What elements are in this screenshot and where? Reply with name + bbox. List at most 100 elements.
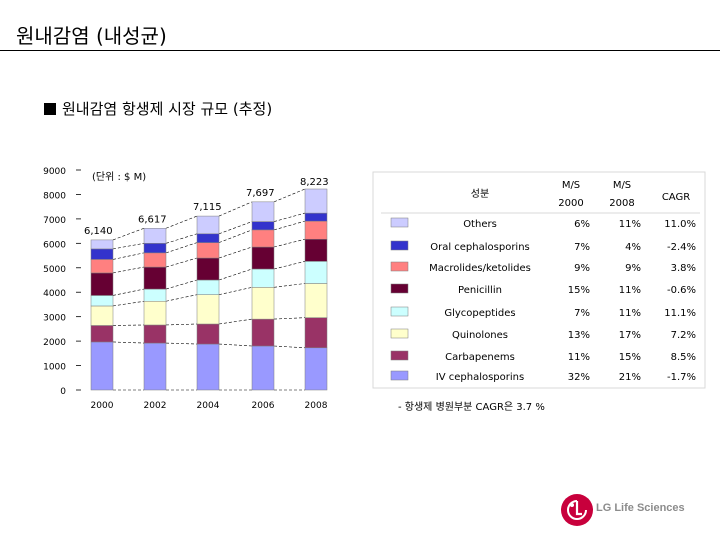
bar-group-2002 (143, 228, 167, 391)
row-ms-2008: 11% (619, 308, 641, 319)
row-ms-2008: 15% (619, 352, 641, 363)
dashed-connector (165, 215, 198, 229)
header-line: M/S (562, 180, 580, 191)
legend-swatch (390, 240, 409, 251)
header-line: 2000 (558, 198, 583, 209)
table-row: Macrolides/ketolides 9% 9% 3.8% (390, 261, 696, 274)
row-name: Others (463, 219, 497, 230)
row-cagr: 8.5% (671, 352, 696, 363)
legend-swatch (390, 261, 409, 272)
x-tick-label: 2006 (252, 401, 275, 411)
total-labels: 6,140 6,617 7,115 7,697 8,223 (84, 177, 329, 237)
row-cagr: 7.2% (671, 330, 696, 341)
row-ms-2000: 32% (568, 372, 590, 383)
dashed-connector (112, 300, 145, 307)
legend-swatch (390, 328, 409, 339)
table-row: Carbapenems 11% 15% 8.5% (390, 350, 696, 363)
x-tick-label: 2002 (144, 401, 167, 411)
bar-segment (90, 239, 114, 250)
dashed-connector (112, 252, 145, 260)
row-ms-2008: 11% (619, 285, 641, 296)
y-tick-label: 2000 (43, 338, 66, 348)
x-tick-label: 2004 (197, 401, 220, 411)
row-cagr: -2.4% (667, 242, 696, 253)
dashed-connector (165, 279, 198, 290)
lg-logo-icon (561, 494, 593, 526)
dashed-connector (273, 261, 306, 270)
table-row: IV cephalosporins 32% 21% -1.7% (390, 370, 696, 383)
dashed-connector (218, 287, 253, 295)
legend-swatch (390, 370, 409, 381)
bar-group-2000 (90, 239, 114, 391)
unit-label: (단위 : $ M) (92, 170, 146, 183)
stacked-bar-chart: 0 1000 2000 3000 4000 5000 6000 7000 8000 9000 6,… (43, 167, 329, 411)
x-tick-label: 2008 (305, 401, 328, 411)
table-row: Oral cephalosporins 7% 4% -2.4% (390, 240, 696, 253)
total-label: 6,140 (84, 226, 113, 237)
dashed-connector (165, 257, 198, 268)
row-ms-2008: 21% (619, 372, 641, 383)
total-label: 8,223 (300, 177, 329, 188)
table-row: Others 6% 11% 11.0% (390, 217, 696, 230)
row-ms-2000: 7% (574, 242, 590, 253)
row-cagr: -0.6% (667, 285, 696, 296)
table-rows: Others 6% 11% 11.0% Oral cephalosporins 7% 4% -… (390, 217, 696, 383)
dashed-connector (273, 212, 306, 222)
y-tick-label: 7000 (43, 216, 66, 226)
legend-swatch (390, 350, 409, 361)
row-ms-2000: 6% (574, 219, 590, 230)
dashed-connector (165, 294, 198, 302)
dashed-connector (273, 283, 306, 288)
row-name: IV cephalosporins (436, 372, 524, 383)
total-label: 6,617 (138, 214, 167, 225)
table-border (372, 171, 706, 389)
bar-group-2008 (304, 188, 328, 391)
dashed-connector (218, 246, 253, 259)
dashed-connector (112, 227, 145, 241)
bar-segment (304, 188, 328, 214)
dashed-connector (273, 188, 306, 203)
bars (90, 188, 328, 391)
lg-logo: LG Life Sciences (560, 490, 710, 530)
bar-group-2006 (251, 201, 275, 391)
footnote: - 항생제 병원부분 CAGR은 3.7 % (398, 402, 545, 413)
row-ms-2008: 4% (625, 242, 641, 253)
row-cagr: 11.0% (664, 219, 696, 230)
dashed-connector (165, 242, 198, 254)
header-line: M/S (613, 180, 631, 191)
row-name: Glycopeptides (444, 308, 515, 319)
row-name: Penicillin (458, 285, 502, 296)
y-tick-label: 9000 (43, 167, 66, 177)
x-axis: 2000 2002 2004 2006 2008 (91, 401, 328, 411)
header-cagr: CAGR (662, 192, 690, 203)
dashed-connector (218, 268, 253, 281)
bar-segment (251, 201, 275, 222)
dashed-connector (218, 221, 253, 235)
dashed-connector (218, 201, 253, 217)
table-row: Penicillin 15% 11% -0.6% (390, 283, 696, 296)
y-tick-label: 0 (60, 387, 66, 397)
row-ms-2008: 9% (625, 263, 641, 274)
dashed-connector (112, 288, 145, 296)
row-ms-2008: 11% (619, 219, 641, 230)
row-name: Carbapenems (445, 352, 515, 363)
dashed-connector (112, 243, 145, 250)
chart-subtitle: 원내감염 항생제 시장 규모 (추정) (44, 98, 272, 119)
table-row: Quinolones 13% 17% 7.2% (390, 328, 696, 341)
y-tick-label: 5000 (43, 265, 66, 275)
dashed-connector (218, 343, 253, 347)
dashed-connector (165, 323, 198, 326)
header-ms-2008: M/S 2008 (609, 180, 634, 209)
header-ms-2000: M/S 2000 (558, 180, 583, 209)
dashed-connector (165, 342, 198, 345)
page-title: 원내감염 (내성균) (16, 24, 167, 48)
legend-swatch (390, 283, 409, 294)
row-ms-2008: 17% (619, 330, 641, 341)
y-tick-label: 6000 (43, 240, 66, 250)
total-label: 7,697 (246, 188, 275, 199)
bullet-square-icon (44, 103, 56, 115)
dashed-connector (218, 318, 253, 325)
row-ms-2000: 11% (568, 352, 590, 363)
dashed-connector (112, 341, 145, 344)
y-tick-label: 4000 (43, 289, 66, 299)
